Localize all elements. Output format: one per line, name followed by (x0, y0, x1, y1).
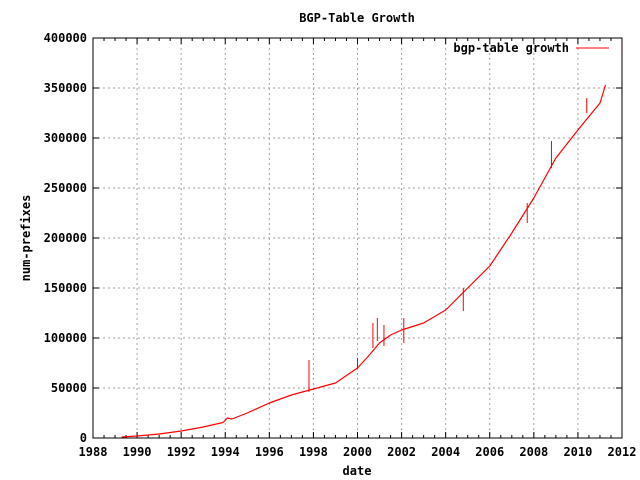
y-tick-label: 100000 (44, 331, 87, 345)
x-tick-label: 2000 (343, 445, 372, 459)
y-tick-label: 300000 (44, 131, 87, 145)
x-tick-label: 2010 (563, 445, 592, 459)
y-tick-label: 350000 (44, 81, 87, 95)
x-tick-label: 1998 (299, 445, 328, 459)
series-layer (121, 84, 607, 438)
plot-frame (92, 37, 623, 439)
x-tick-label: 2008 (519, 445, 548, 459)
y-tick-label: 0 (80, 431, 87, 445)
y-tick-label: 200000 (44, 231, 87, 245)
legend-label: bgp-table growth (453, 41, 569, 55)
x-tick-label: 2002 (387, 445, 416, 459)
x-axis-label: date (343, 464, 372, 478)
x-tick-label: 1992 (167, 445, 196, 459)
x-tick-label: 1996 (255, 445, 284, 459)
x-tick-label: 1994 (211, 445, 240, 459)
y-tick-label: 150000 (44, 281, 87, 295)
y-tick-label: 250000 (44, 181, 87, 195)
grid (93, 38, 622, 438)
chart-title: BGP-Table Growth (299, 11, 415, 25)
axis-ticks: 1988 1990 1992 1994 1996 1998 2000 2002 2004 2006… (44, 31, 637, 459)
y-axis-label: num-prefixes (19, 195, 33, 282)
y-tick-label: 50000 (51, 381, 87, 395)
series-line (121, 84, 607, 438)
y-tick-label: 400000 (44, 31, 87, 45)
x-tick-label: 1990 (123, 445, 152, 459)
legend: bgp-table growth (453, 41, 609, 55)
x-tick-label: 1988 (79, 445, 108, 459)
x-tick-label: 2012 (608, 445, 637, 459)
x-tick-label: 2006 (475, 445, 504, 459)
x-tick-label: 2004 (431, 445, 460, 459)
